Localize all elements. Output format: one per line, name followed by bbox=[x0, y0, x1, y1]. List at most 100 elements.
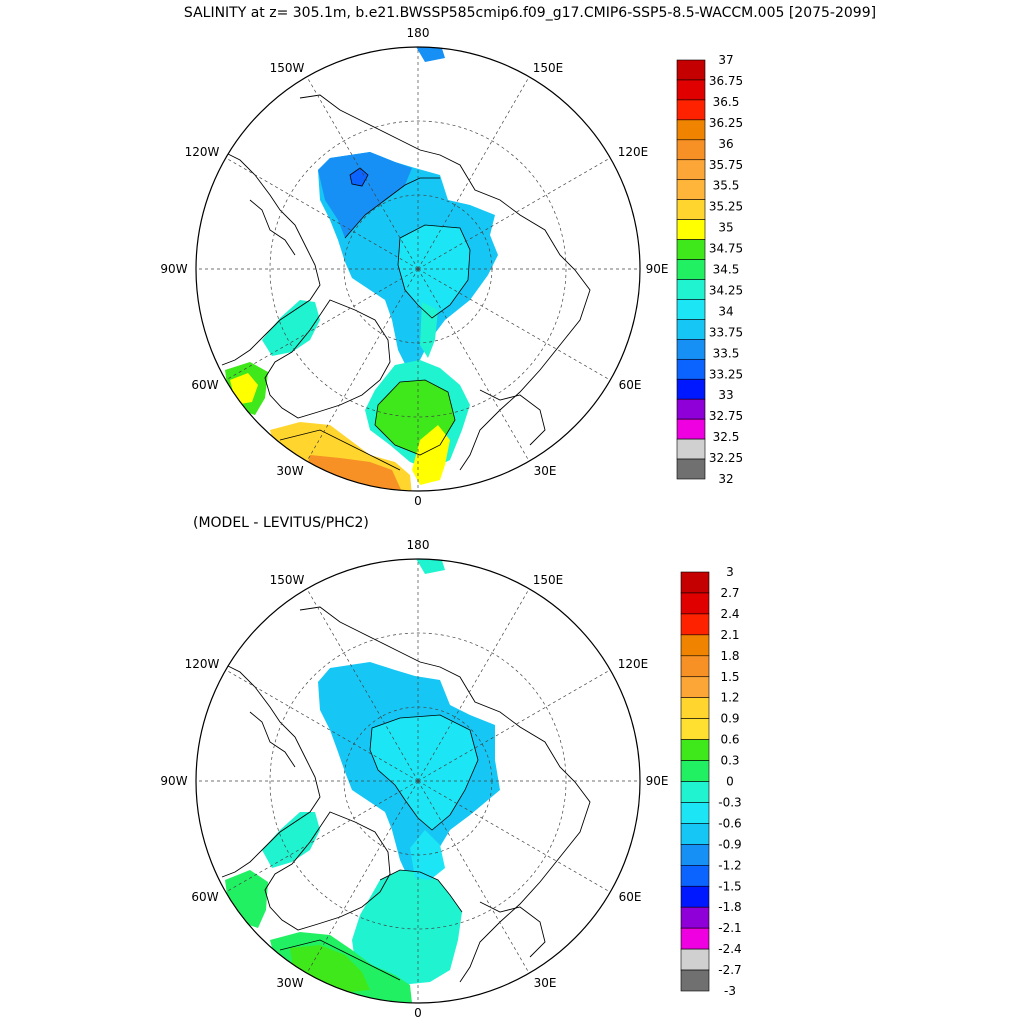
longitude-label: 90E bbox=[646, 774, 669, 788]
colorbar-swatch bbox=[680, 844, 710, 866]
colorbar-tick-label: 2.4 bbox=[720, 607, 739, 621]
colorbar-tick-label: 1.5 bbox=[720, 670, 739, 684]
colorbar-swatch bbox=[676, 358, 706, 380]
colorbar-tick-label: 36.75 bbox=[709, 74, 743, 88]
coastlines bbox=[219, 606, 591, 983]
colorbar-tick-label: 35.25 bbox=[709, 200, 743, 214]
colorbar-tick-label: 0.9 bbox=[720, 712, 739, 726]
colorbar-tick-label: -0.6 bbox=[718, 816, 741, 830]
longitude-label: 150E bbox=[533, 61, 564, 75]
colorbar-swatch bbox=[680, 592, 710, 615]
colorbar-swatch bbox=[680, 718, 710, 740]
longitude-label: 120W bbox=[185, 145, 220, 159]
map-boundary bbox=[195, 46, 641, 492]
colorbar-swatch bbox=[680, 906, 710, 929]
colorbar-swatch bbox=[680, 823, 710, 845]
salinity-anomaly-polar-map: 180 150E 120E 90E 60E 30E 0 30W 60W 90W 120W 150W bbox=[160, 538, 668, 1020]
longitude-label: 30W bbox=[276, 976, 303, 990]
salinity-field bbox=[225, 47, 498, 491]
colorbar-tick-label: 34.25 bbox=[709, 283, 743, 297]
colorbar-tick-label: 36.5 bbox=[713, 95, 740, 109]
longitude-label: 60W bbox=[191, 378, 218, 392]
longitude-label: 180 bbox=[407, 26, 430, 40]
colorbar-tick-label: 3 bbox=[726, 565, 734, 579]
colorbar-swatch bbox=[680, 571, 710, 594]
longitude-label: 0 bbox=[414, 494, 422, 508]
colorbar-tick-label: 35.5 bbox=[713, 179, 740, 193]
colorbar-swatch bbox=[676, 159, 706, 181]
colorbar-tick-label: 1.2 bbox=[720, 691, 739, 705]
colorbar-tick-label: 32.75 bbox=[709, 409, 743, 423]
longitude-label: 30W bbox=[276, 464, 303, 478]
colorbar-swatch bbox=[680, 969, 710, 992]
colorbar-swatch bbox=[676, 59, 706, 81]
colorbar-swatch bbox=[676, 438, 706, 460]
longitude-labels: 180 150E 120E 90E 60E 30E 0 30W 60W 90W 120W 150W bbox=[160, 26, 668, 508]
colorbar-swatch bbox=[676, 398, 706, 420]
colorbar-swatch bbox=[676, 279, 706, 300]
colorbar-tick-label: -3 bbox=[724, 984, 736, 998]
colorbar-tick-label: -2.7 bbox=[718, 963, 741, 977]
figure-title: SALINITY at z= 305.1m, b.e21.BWSSP585cmi… bbox=[184, 5, 876, 21]
colorbar-tick-label: 35 bbox=[718, 221, 733, 235]
longitude-label: 90W bbox=[160, 774, 187, 788]
longitude-label: 120W bbox=[185, 657, 220, 671]
longitude-label: 60E bbox=[619, 890, 642, 904]
colorbar-swatch bbox=[676, 299, 706, 320]
colorbar-swatch bbox=[680, 802, 710, 824]
colorbar-tick-label: -2.1 bbox=[718, 921, 741, 935]
longitude-label: 150W bbox=[270, 61, 305, 75]
colorbar-swatch bbox=[676, 239, 706, 260]
colorbar-swatch bbox=[676, 219, 706, 240]
salinity-polar-map: 180 150E 120E 90E 60E 30E 0 30W 60W 90W 120W 150W bbox=[160, 26, 668, 508]
colorbar-swatch bbox=[676, 99, 706, 121]
colorbar-tick-label: -1.2 bbox=[718, 858, 741, 872]
longitude-label: 150E bbox=[533, 573, 564, 587]
colorbar-tick-label: 33.25 bbox=[709, 367, 743, 381]
longitude-label: 120E bbox=[618, 657, 649, 671]
anomaly-colorbar: 3 2.7 2.4 2.1 1.8 1.5 1.2 0.9 0.6 0.3 0 -0.3 -0.6 -0.… bbox=[680, 565, 742, 998]
colorbar-swatch bbox=[680, 927, 710, 950]
colorbar-tick-label: 33.75 bbox=[709, 325, 743, 339]
colorbar-swatch bbox=[676, 179, 706, 200]
longitude-label: 180 bbox=[407, 538, 430, 552]
colorbar-swatch bbox=[680, 948, 710, 971]
colorbar-tick-label: 1.8 bbox=[720, 649, 739, 663]
longitude-label: 90W bbox=[160, 262, 187, 276]
colorbar-tick-label: 0 bbox=[726, 775, 734, 789]
colorbar-swatch bbox=[680, 634, 710, 657]
colorbar-tick-label: 35.75 bbox=[709, 158, 743, 172]
colorbar-swatch bbox=[680, 676, 710, 699]
longitude-label: 60W bbox=[191, 890, 218, 904]
colorbar-swatch bbox=[680, 655, 710, 678]
longitude-label: 90E bbox=[646, 262, 669, 276]
longitude-label: 0 bbox=[414, 1006, 422, 1020]
longitude-label: 120E bbox=[618, 145, 649, 159]
colorbar-swatch bbox=[676, 119, 706, 141]
anomaly-field bbox=[225, 559, 500, 1003]
graticule bbox=[196, 47, 640, 491]
longitude-label: 30E bbox=[534, 464, 557, 478]
colorbar-tick-label: -0.3 bbox=[718, 795, 741, 809]
colorbar-tick-label: -2.4 bbox=[718, 942, 741, 956]
colorbar-swatch bbox=[676, 199, 706, 220]
colorbar-tick-label: 34.5 bbox=[713, 263, 740, 277]
map-boundary bbox=[195, 558, 641, 1004]
colorbar-swatch bbox=[676, 378, 706, 400]
colorbar-swatch bbox=[676, 139, 706, 161]
colorbar-tick-label: 0.6 bbox=[720, 733, 739, 747]
colorbar-tick-label: 32.25 bbox=[709, 451, 743, 465]
coastlines bbox=[219, 94, 591, 471]
colorbar-swatch bbox=[680, 697, 710, 719]
graticule bbox=[196, 559, 640, 1003]
colorbar-tick-label: 37 bbox=[718, 53, 733, 67]
longitude-label: 30E bbox=[534, 976, 557, 990]
colorbar-tick-label: 34.75 bbox=[709, 242, 743, 256]
colorbar-tick-label: 36 bbox=[718, 137, 733, 151]
colorbar-swatch bbox=[680, 760, 710, 782]
longitude-labels: 180 150E 120E 90E 60E 30E 0 30W 60W 90W 120W 150W bbox=[160, 538, 668, 1020]
colorbar-tick-label: 36.25 bbox=[709, 116, 743, 130]
colorbar-tick-label: 0.3 bbox=[720, 754, 739, 768]
colorbar-swatch bbox=[676, 418, 706, 440]
